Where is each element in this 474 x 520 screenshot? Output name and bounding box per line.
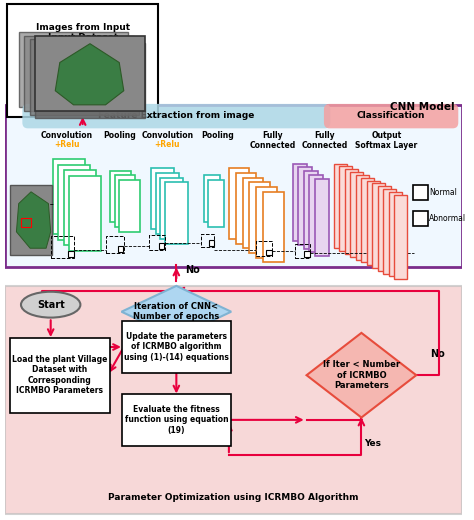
Bar — [266, 250, 272, 255]
Text: Images from Input
Input Dataset: Images from Input Input Dataset — [36, 22, 130, 42]
FancyBboxPatch shape — [5, 286, 462, 514]
Text: +Relu: +Relu — [54, 140, 80, 149]
FancyBboxPatch shape — [315, 179, 328, 256]
Text: Evaluate the fitness
function using equation
(19): Evaluate the fitness function using equa… — [125, 405, 228, 435]
FancyBboxPatch shape — [165, 183, 188, 243]
Polygon shape — [55, 44, 124, 105]
Text: No: No — [185, 265, 200, 276]
Bar — [118, 246, 123, 252]
FancyBboxPatch shape — [156, 173, 179, 234]
Bar — [295, 243, 310, 257]
Bar — [201, 233, 214, 247]
FancyBboxPatch shape — [9, 337, 110, 413]
FancyBboxPatch shape — [24, 36, 134, 111]
Bar — [68, 251, 73, 257]
Text: Abnormal: Abnormal — [429, 214, 466, 223]
Text: Parameter Optimization using ICRMBO Algorithm: Parameter Optimization using ICRMBO Algo… — [108, 493, 359, 502]
FancyBboxPatch shape — [30, 40, 139, 115]
FancyBboxPatch shape — [18, 32, 128, 107]
FancyBboxPatch shape — [361, 178, 374, 263]
Text: Update the parameters
of ICRMBO algorithm
using (1)-(14) equations: Update the parameters of ICRMBO algorith… — [124, 332, 229, 362]
Bar — [149, 235, 165, 250]
FancyBboxPatch shape — [256, 187, 277, 257]
FancyBboxPatch shape — [5, 105, 462, 267]
FancyBboxPatch shape — [53, 159, 85, 234]
FancyBboxPatch shape — [121, 394, 231, 446]
Polygon shape — [307, 333, 416, 418]
FancyBboxPatch shape — [378, 186, 391, 271]
Text: +Relu: +Relu — [155, 140, 180, 149]
FancyBboxPatch shape — [334, 164, 347, 248]
FancyBboxPatch shape — [413, 185, 428, 200]
FancyBboxPatch shape — [236, 173, 256, 243]
FancyBboxPatch shape — [110, 171, 131, 223]
FancyBboxPatch shape — [345, 169, 358, 254]
FancyBboxPatch shape — [119, 180, 140, 232]
FancyBboxPatch shape — [383, 189, 396, 274]
FancyBboxPatch shape — [324, 104, 458, 128]
FancyBboxPatch shape — [249, 183, 270, 253]
Text: Start: Start — [37, 300, 64, 310]
FancyBboxPatch shape — [22, 104, 330, 128]
Text: Load the plant Village
Dataset with
Corresponding
ICRMBO Parameters: Load the plant Village Dataset with Corr… — [12, 355, 108, 395]
FancyBboxPatch shape — [367, 180, 380, 265]
Text: No: No — [430, 349, 445, 359]
Polygon shape — [17, 192, 51, 248]
Bar — [159, 243, 164, 249]
FancyBboxPatch shape — [304, 171, 318, 249]
FancyBboxPatch shape — [394, 194, 407, 279]
FancyBboxPatch shape — [373, 184, 385, 268]
FancyBboxPatch shape — [204, 175, 220, 223]
Text: CNN Model: CNN Model — [391, 102, 455, 112]
FancyBboxPatch shape — [115, 175, 135, 227]
FancyBboxPatch shape — [413, 211, 428, 226]
FancyBboxPatch shape — [35, 43, 145, 119]
Text: Pooling: Pooling — [201, 131, 234, 140]
Bar — [51, 237, 73, 257]
Text: Convolution: Convolution — [141, 131, 193, 140]
Polygon shape — [121, 286, 231, 337]
Text: Fully
Connected: Fully Connected — [302, 131, 348, 150]
FancyBboxPatch shape — [350, 172, 363, 257]
FancyBboxPatch shape — [151, 168, 174, 229]
FancyBboxPatch shape — [121, 321, 231, 373]
FancyBboxPatch shape — [243, 178, 263, 248]
Text: If Iter < Number
of ICRMBO
Parameters: If Iter < Number of ICRMBO Parameters — [323, 360, 400, 390]
Text: Convolution: Convolution — [41, 131, 93, 140]
FancyBboxPatch shape — [310, 175, 323, 253]
FancyBboxPatch shape — [10, 185, 52, 255]
Bar — [256, 241, 272, 256]
Bar — [209, 240, 214, 246]
FancyBboxPatch shape — [293, 164, 307, 241]
FancyBboxPatch shape — [7, 4, 158, 116]
Text: Classification: Classification — [357, 111, 425, 120]
Bar — [304, 251, 310, 257]
FancyBboxPatch shape — [356, 175, 369, 259]
FancyBboxPatch shape — [263, 192, 284, 263]
Text: Pooling: Pooling — [103, 131, 136, 140]
FancyBboxPatch shape — [229, 168, 249, 239]
FancyBboxPatch shape — [58, 164, 91, 240]
Text: Feature Extraction from image: Feature Extraction from image — [98, 111, 255, 120]
Text: Fully
Connected: Fully Connected — [249, 131, 295, 150]
Ellipse shape — [21, 292, 81, 318]
FancyBboxPatch shape — [35, 36, 145, 111]
FancyBboxPatch shape — [339, 166, 352, 251]
FancyBboxPatch shape — [298, 167, 312, 245]
FancyBboxPatch shape — [64, 170, 96, 245]
Text: Normal: Normal — [429, 188, 457, 197]
FancyBboxPatch shape — [69, 176, 101, 251]
FancyBboxPatch shape — [389, 192, 401, 277]
FancyBboxPatch shape — [160, 178, 183, 239]
Text: Yes: Yes — [364, 439, 381, 448]
Bar — [107, 237, 124, 253]
FancyBboxPatch shape — [209, 180, 224, 227]
Text: Output
Softmax Layer: Output Softmax Layer — [356, 131, 418, 150]
Text: Yes: Yes — [92, 349, 109, 359]
Text: Iteration of CNN<
Number of epochs: Iteration of CNN< Number of epochs — [133, 302, 219, 321]
